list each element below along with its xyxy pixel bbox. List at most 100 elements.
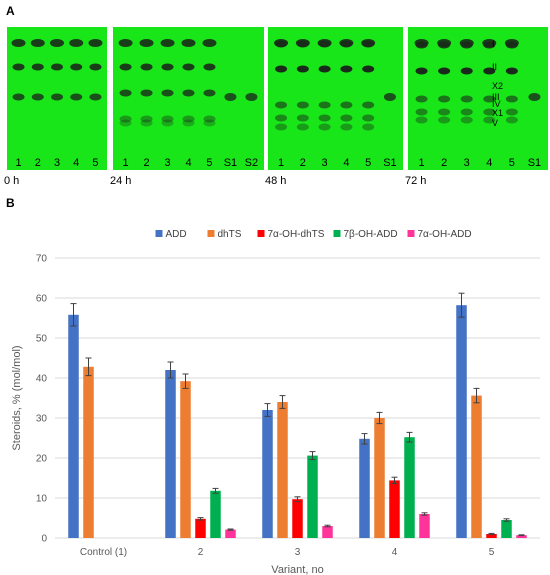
- tlc-spot: [275, 114, 288, 122]
- tlc-spot: [161, 89, 174, 97]
- tlc-spot-origin-front: [69, 39, 84, 47]
- tlc-spot: [70, 93, 83, 101]
- tlc-spot: [318, 101, 331, 109]
- tlc-spot-marker: V: [492, 118, 498, 128]
- tlc-spot: [415, 41, 428, 49]
- bar-7-oh-add: [210, 490, 221, 538]
- tlc-spot: [203, 119, 216, 127]
- bar-7-oh-dhts: [389, 480, 400, 538]
- tlc-spot: [362, 114, 375, 122]
- tlc-plate-1: 1 2 3 4 5: [7, 27, 107, 170]
- bar-add: [165, 370, 176, 538]
- tlc-spot: [505, 67, 518, 75]
- tlc-spot-marker: IV: [492, 99, 501, 109]
- bar-7-oh-dhts: [486, 534, 497, 538]
- tlc-spot: [70, 63, 83, 71]
- tlc-spot: [275, 40, 288, 48]
- tlc-lane-label: 4: [185, 157, 191, 169]
- bar-7-oh-add: [501, 520, 512, 538]
- tlc-spot-origin-front: [88, 39, 103, 47]
- legend-label: dhTS: [218, 229, 242, 240]
- bar-dhts: [471, 395, 482, 538]
- tlc-spot: [438, 95, 451, 103]
- tlc-spot: [340, 123, 353, 131]
- tlc-standard-spot: [245, 93, 258, 101]
- tlc-spot: [340, 40, 353, 48]
- tlc-spot: [296, 40, 309, 48]
- tlc-spot: [505, 108, 518, 116]
- tlc-spot: [460, 108, 473, 116]
- tlc-spot: [340, 101, 353, 109]
- tlc-time-label: 24 h: [110, 175, 131, 187]
- tlc-time-label: 48 h: [265, 175, 286, 187]
- x-tick-label: 5: [489, 547, 495, 558]
- tlc-spot: [296, 65, 309, 73]
- tlc-spot: [415, 108, 428, 116]
- tlc-spot: [51, 63, 63, 71]
- tlc-spot: [203, 115, 216, 123]
- tlc-spot: [483, 116, 496, 124]
- tlc-spot-origin-front: [181, 39, 196, 47]
- tlc-spot: [340, 65, 353, 73]
- legend-swatch: [155, 230, 163, 237]
- tlc-spot: [182, 115, 195, 123]
- tlc-spot: [318, 65, 331, 73]
- tlc-spot: [12, 93, 25, 101]
- bar-7-oh-add: [419, 514, 430, 538]
- tlc-lane-label: 5: [92, 157, 98, 169]
- tlc-spot: [182, 89, 195, 97]
- tlc-plate-2: 1 2 3 4 5 S1 S2: [113, 27, 264, 170]
- tlc-lane-label: 3: [54, 157, 60, 169]
- tlc-spot: [119, 63, 132, 71]
- tlc-spot: [140, 115, 153, 123]
- tlc-spot: [140, 63, 153, 71]
- tlc-spot: [275, 123, 288, 131]
- bar-add: [68, 314, 79, 538]
- tlc-spot: [362, 101, 375, 109]
- tlc-lane-label: 4: [73, 157, 79, 169]
- tlc-spot: [296, 123, 309, 131]
- bar-dhts: [374, 418, 385, 538]
- tlc-plate-background: [408, 27, 548, 170]
- tlc-spot: [362, 40, 375, 48]
- tlc-spot: [460, 95, 473, 103]
- bar-7-oh-dhts: [195, 518, 206, 538]
- tlc-lane-label: 4: [343, 157, 349, 169]
- bar-7-oh-add: [225, 529, 236, 538]
- tlc-time-label: 72 h: [405, 175, 426, 187]
- tlc-spot: [505, 116, 518, 124]
- tlc-spot: [275, 101, 288, 109]
- y-tick-label: 30: [36, 414, 48, 425]
- tlc-spot: [203, 89, 216, 97]
- tlc-spot: [460, 41, 473, 49]
- x-tick-label: 2: [198, 547, 204, 558]
- tlc-spot-origin-front: [160, 39, 175, 47]
- panel-a-label: A: [6, 4, 15, 18]
- tlc-spot-origin-front: [50, 39, 64, 47]
- tlc-spot-origin-front: [202, 39, 217, 47]
- tlc-spot: [318, 114, 331, 122]
- y-tick-label: 10: [36, 494, 48, 505]
- tlc-spot: [318, 123, 331, 131]
- tlc-spot: [296, 114, 309, 122]
- tlc-spot: [438, 108, 451, 116]
- tlc-lane-label: 5: [206, 157, 212, 169]
- tlc-lane-label: 2: [300, 157, 306, 169]
- y-tick-label: 0: [41, 534, 47, 545]
- tlc-lane-label: 1: [15, 157, 21, 169]
- tlc-spot: [119, 115, 132, 123]
- tlc-spot-marker: I: [492, 39, 495, 49]
- tlc-lane-label: 3: [464, 157, 470, 169]
- legend-label: ADD: [166, 229, 187, 240]
- tlc-lane-label: 2: [441, 157, 447, 169]
- tlc-plates-figure: 1 2 3 4 5 0 h 1 2 3 4 5 S1 S2 24 h 1 2 3 4 5 S1 48 h 1 2 3 4 5 S1 7…: [4, 27, 548, 187]
- tlc-spot: [161, 119, 174, 127]
- tlc-spot: [483, 95, 496, 103]
- tlc-spot: [438, 116, 451, 124]
- tlc-spot: [362, 65, 375, 73]
- tlc-standard-spot: [224, 93, 237, 101]
- legend-swatch: [333, 230, 341, 237]
- legend-label: 7β-OH-ADD: [344, 229, 398, 240]
- y-tick-label: 50: [36, 334, 48, 345]
- bar-chart: ADD dhTS 7α-OH-dhTS 7β-OH-ADD 7α-OH-ADD 0 10 20…: [11, 229, 540, 575]
